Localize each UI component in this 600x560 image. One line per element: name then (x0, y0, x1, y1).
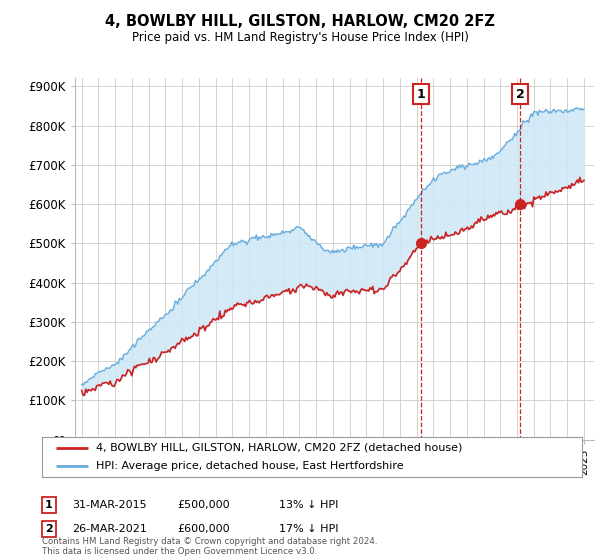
Text: 1: 1 (45, 500, 53, 510)
Text: 26-MAR-2021: 26-MAR-2021 (72, 524, 147, 534)
Text: 17% ↓ HPI: 17% ↓ HPI (279, 524, 338, 534)
Text: 2: 2 (45, 524, 53, 534)
Text: 4, BOWLBY HILL, GILSTON, HARLOW, CM20 2FZ (detached house): 4, BOWLBY HILL, GILSTON, HARLOW, CM20 2F… (96, 443, 463, 452)
Text: Price paid vs. HM Land Registry's House Price Index (HPI): Price paid vs. HM Land Registry's House … (131, 31, 469, 44)
Text: Contains HM Land Registry data © Crown copyright and database right 2024.
This d: Contains HM Land Registry data © Crown c… (42, 536, 377, 556)
Text: HPI: Average price, detached house, East Hertfordshire: HPI: Average price, detached house, East… (96, 461, 404, 471)
Text: £600,000: £600,000 (177, 524, 230, 534)
Text: £500,000: £500,000 (177, 500, 230, 510)
Text: 2: 2 (516, 87, 525, 101)
Text: 13% ↓ HPI: 13% ↓ HPI (279, 500, 338, 510)
Text: 1: 1 (416, 87, 425, 101)
Text: 4, BOWLBY HILL, GILSTON, HARLOW, CM20 2FZ: 4, BOWLBY HILL, GILSTON, HARLOW, CM20 2F… (105, 14, 495, 29)
Text: 31-MAR-2015: 31-MAR-2015 (72, 500, 146, 510)
